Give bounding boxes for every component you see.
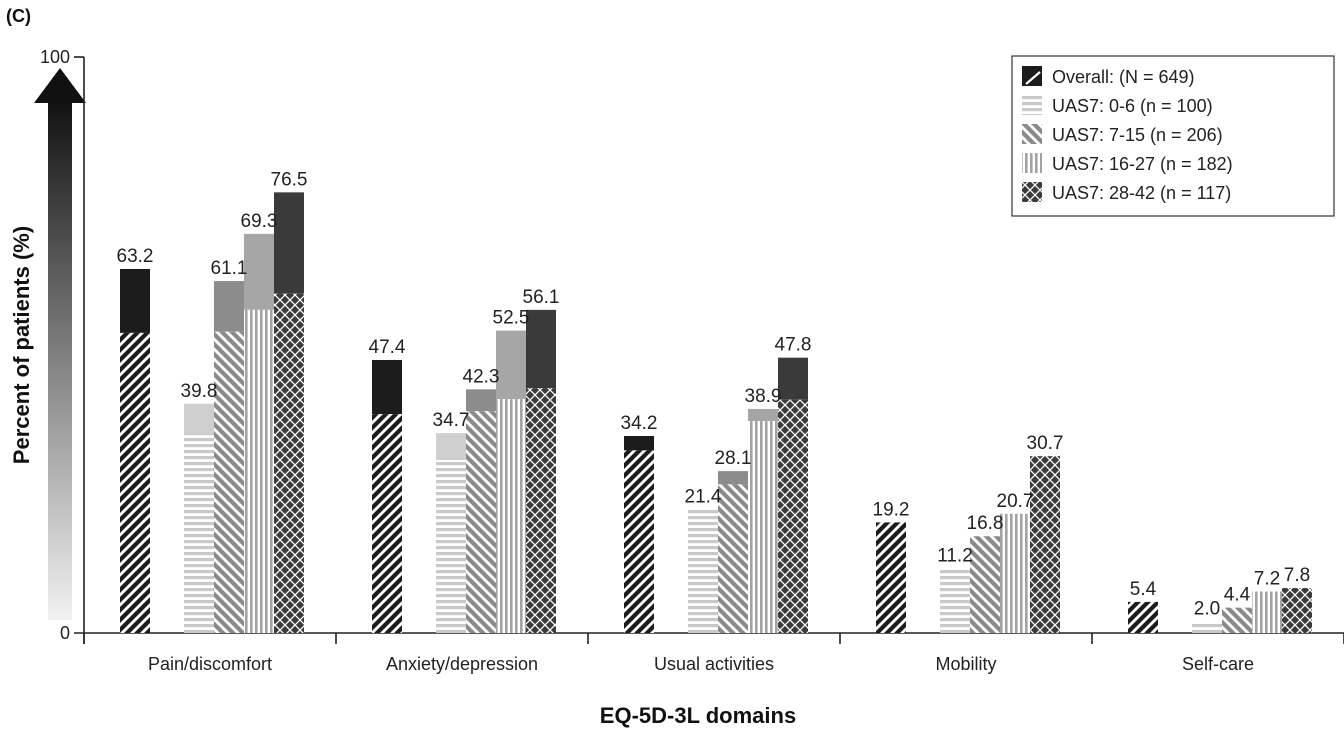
legend-swatch-stripe — [1025, 71, 1041, 85]
bar — [624, 450, 654, 633]
data-label: 5.4 — [1130, 579, 1157, 600]
bar — [970, 536, 1000, 633]
data-label: 52.5 — [493, 308, 530, 329]
bar — [244, 309, 274, 633]
x-axis-title: EQ-5D-3L domains — [600, 703, 796, 728]
legend-swatch — [1022, 95, 1042, 115]
bar-cap — [244, 233, 274, 310]
data-labels-layer: 63.2 39.8 61.1 69.3 76.5 47.4 34.7 42.3 52.556.1… — [117, 169, 1311, 619]
bar — [436, 460, 466, 633]
data-label: 7.2 — [1254, 569, 1280, 590]
bar-cap — [274, 192, 304, 294]
bar — [1128, 601, 1158, 633]
data-label: 47.8 — [775, 335, 812, 356]
data-label: 76.5 — [271, 169, 308, 190]
data-label: 30.7 — [1027, 433, 1064, 454]
arrow-head — [34, 68, 86, 103]
x-tick-label: Usual activities — [654, 654, 774, 674]
y-axis-title: Percent of patients (%) — [9, 226, 34, 464]
bar — [274, 293, 304, 633]
data-label: 21.4 — [685, 487, 722, 508]
bar — [1000, 513, 1030, 633]
data-label: 28.1 — [715, 448, 752, 469]
bar — [940, 568, 970, 633]
bar — [184, 433, 214, 633]
bar-cap — [372, 359, 402, 415]
legend: Overall: (N = 649) UAS7: 0-6 (n = 100) UAS… — [1011, 55, 1335, 217]
bar — [526, 388, 556, 633]
bar — [1030, 456, 1060, 633]
bar — [688, 509, 718, 633]
data-label: 34.2 — [621, 413, 658, 434]
x-tick-label: Anxiety/depression — [386, 654, 538, 674]
arrow-shaft — [48, 100, 72, 620]
data-label: 7.8 — [1284, 565, 1310, 586]
data-label: 38.9 — [745, 386, 782, 407]
data-label: 19.2 — [873, 499, 910, 520]
bar — [372, 414, 402, 633]
legend-label: UAS7: 16-27 (n = 182) — [1052, 154, 1233, 174]
data-label: 69.3 — [241, 211, 278, 232]
x-tick-label: Mobility — [935, 654, 996, 674]
bar — [496, 399, 526, 633]
bar-cap — [184, 403, 214, 434]
x-tick-label: Pain/discomfort — [148, 654, 272, 674]
legend-label: Overall: (N = 649) — [1052, 67, 1195, 87]
legend-swatch — [1022, 124, 1042, 144]
bar — [1252, 591, 1282, 633]
legend-box — [1011, 55, 1335, 217]
data-label: 47.4 — [369, 337, 406, 358]
panel-label: (C) — [6, 6, 31, 26]
bar-cap — [526, 309, 556, 389]
x-tick-label: Self-care — [1182, 654, 1254, 674]
legend-swatch — [1022, 153, 1042, 173]
bar-cap — [624, 436, 654, 451]
data-label: 34.7 — [433, 410, 470, 431]
data-label: 63.2 — [117, 246, 154, 267]
bar — [748, 421, 778, 633]
bar-cap — [496, 330, 526, 400]
y-tick-label: 0 — [60, 623, 70, 643]
legend-label: UAS7: 7-15 (n = 206) — [1052, 125, 1223, 145]
legend-swatch — [1022, 66, 1042, 86]
data-label: 42.3 — [463, 366, 500, 387]
data-label: 39.8 — [181, 381, 218, 402]
bar — [1222, 607, 1252, 633]
bar-cap — [214, 281, 244, 332]
legend-label: UAS7: 28-42 (n = 117) — [1052, 183, 1231, 203]
bar-cap — [778, 357, 808, 400]
data-label: 56.1 — [523, 287, 560, 308]
y-tick-label: 100 — [40, 47, 70, 67]
legend-swatch — [1022, 182, 1042, 202]
gradient-arrow — [34, 68, 86, 620]
x-tick-labels: Pain/discomfort Anxiety/depression Usual a… — [148, 654, 1254, 674]
bar-cap — [120, 268, 150, 333]
bar — [778, 399, 808, 633]
data-label: 11.2 — [937, 545, 973, 566]
bar — [1192, 621, 1222, 633]
bar — [876, 522, 906, 633]
bar — [718, 484, 748, 633]
data-label: 2.0 — [1194, 598, 1220, 619]
data-label: 4.4 — [1224, 585, 1251, 606]
bar — [1282, 588, 1312, 633]
legend-label: UAS7: 0-6 (n = 100) — [1052, 96, 1213, 116]
data-label: 20.7 — [997, 491, 1034, 512]
bar-cap — [436, 433, 466, 461]
bar-cap — [718, 471, 748, 485]
bar-cap — [466, 389, 496, 412]
bar-cap — [748, 408, 778, 422]
bars-layer — [120, 192, 1312, 633]
bar — [466, 411, 496, 633]
bar — [214, 331, 244, 633]
data-label: 61.1 — [211, 258, 248, 279]
bar — [120, 332, 150, 633]
data-label: 16.8 — [967, 513, 1004, 534]
